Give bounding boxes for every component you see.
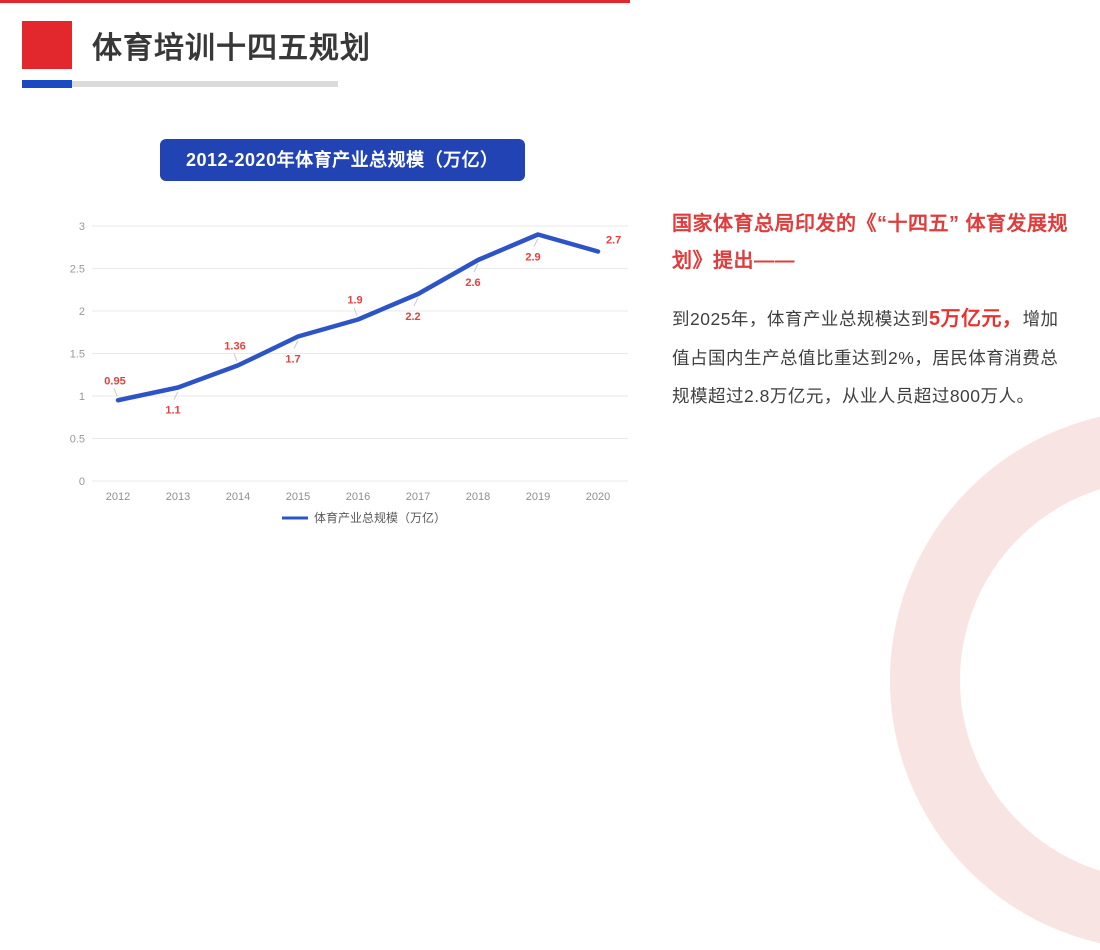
svg-text:0.95: 0.95 (104, 375, 125, 387)
svg-text:2: 2 (79, 306, 85, 318)
svg-text:1.5: 1.5 (70, 349, 85, 361)
svg-text:1.36: 1.36 (224, 340, 245, 352)
svg-text:1: 1 (79, 391, 85, 403)
decor-ring (890, 410, 1100, 950)
legend-label: 体育产业总规模（万亿） (314, 510, 446, 525)
policy-body-suffix: 增加值占国内生产总值比重达到2%，居民体育消费总规模超过2.8万亿元，从业人员超… (672, 309, 1059, 406)
svg-text:2012: 2012 (106, 491, 130, 503)
data-labels: 0.95 1.1 1.36 1.7 1.9 2.2 2.6 2.9 2.7 (104, 235, 621, 417)
series-line (115, 232, 601, 403)
svg-text:2020: 2020 (586, 491, 610, 503)
svg-text:2.5: 2.5 (70, 264, 85, 276)
policy-heading: 国家体育总局印发的《“十四五” 体育发展规划》提出—— (672, 213, 1069, 272)
line-chart: 0 0.5 1 1.5 2 2.5 3 2012 2013 2014 2015 2016 2017 201… (60, 205, 670, 535)
svg-text:2015: 2015 (286, 491, 310, 503)
legend: 体育产业总规模（万亿） (282, 510, 446, 525)
svg-text:0.5: 0.5 (70, 434, 85, 446)
svg-text:2.6: 2.6 (465, 277, 480, 289)
slide-header: 体育培训十四五规划 (22, 21, 371, 69)
svg-text:1.7: 1.7 (285, 354, 300, 366)
title-underline (22, 80, 338, 88)
svg-text:1.9: 1.9 (347, 295, 362, 307)
title-underline-blue (22, 80, 72, 88)
policy-highlight-value: 5万亿元， (928, 308, 1023, 330)
page-title: 体育培训十四五规划 (92, 32, 371, 65)
svg-text:0: 0 (79, 476, 85, 488)
svg-text:2017: 2017 (406, 491, 430, 503)
y-grid: 0 0.5 1 1.5 2 2.5 3 (70, 221, 628, 488)
svg-text:2.9: 2.9 (525, 252, 540, 264)
svg-text:2.2: 2.2 (405, 311, 420, 323)
x-axis-labels: 2012 2013 2014 2015 2016 2017 2018 2019 2020 (106, 491, 610, 503)
title-marker-square (22, 21, 72, 69)
policy-body-prefix: 到2025年，体育产业总规模达到 (672, 309, 929, 329)
svg-text:3: 3 (79, 221, 85, 233)
svg-text:1.1: 1.1 (165, 405, 180, 417)
top-accent-line (0, 0, 630, 3)
chart-title-badge: 2012-2020年体育产业总规模（万亿） (160, 139, 525, 181)
svg-text:2013: 2013 (166, 491, 190, 503)
svg-text:2.7: 2.7 (606, 235, 621, 247)
svg-text:2019: 2019 (526, 491, 550, 503)
policy-panel: 国家体育总局印发的《“十四五” 体育发展规划》提出—— 到2025年，体育产业总… (672, 206, 1074, 416)
svg-text:2018: 2018 (466, 491, 490, 503)
policy-body: 到2025年，体育产业总规模达到5万亿元，增加值占国内生产总值比重达到2%，居民… (672, 300, 1074, 416)
title-underline-gray (72, 81, 338, 87)
svg-text:2014: 2014 (226, 491, 250, 503)
svg-text:2016: 2016 (346, 491, 370, 503)
